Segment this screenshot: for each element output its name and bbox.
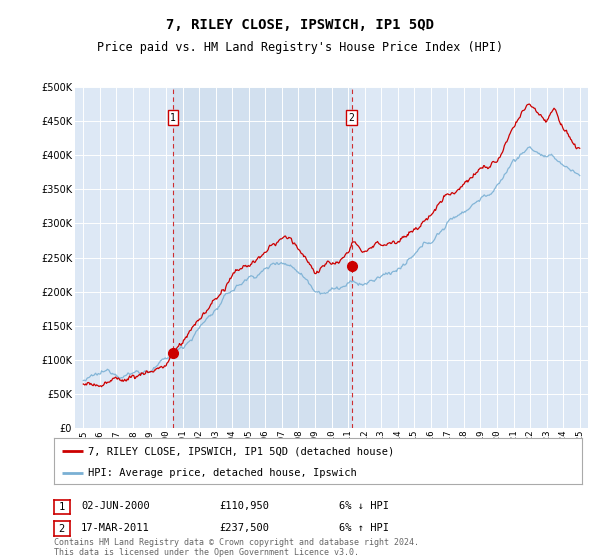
Text: 7, RILEY CLOSE, IPSWICH, IP1 5QD (detached house): 7, RILEY CLOSE, IPSWICH, IP1 5QD (detach… xyxy=(88,446,395,456)
Text: £110,950: £110,950 xyxy=(219,501,269,511)
Text: 2: 2 xyxy=(349,113,355,123)
Text: HPI: Average price, detached house, Ipswich: HPI: Average price, detached house, Ipsw… xyxy=(88,468,357,478)
Text: 6% ↑ HPI: 6% ↑ HPI xyxy=(339,523,389,533)
Text: 6% ↓ HPI: 6% ↓ HPI xyxy=(339,501,389,511)
Text: 7, RILEY CLOSE, IPSWICH, IP1 5QD: 7, RILEY CLOSE, IPSWICH, IP1 5QD xyxy=(166,18,434,32)
Text: Price paid vs. HM Land Registry's House Price Index (HPI): Price paid vs. HM Land Registry's House … xyxy=(97,41,503,54)
Text: £237,500: £237,500 xyxy=(219,523,269,533)
Bar xyxy=(173,87,352,428)
Text: 1: 1 xyxy=(170,113,176,123)
Text: 2: 2 xyxy=(59,524,65,534)
Text: Contains HM Land Registry data © Crown copyright and database right 2024.
This d: Contains HM Land Registry data © Crown c… xyxy=(54,538,419,557)
Text: 1: 1 xyxy=(59,502,65,512)
Text: 17-MAR-2011: 17-MAR-2011 xyxy=(81,523,150,533)
Text: 02-JUN-2000: 02-JUN-2000 xyxy=(81,501,150,511)
